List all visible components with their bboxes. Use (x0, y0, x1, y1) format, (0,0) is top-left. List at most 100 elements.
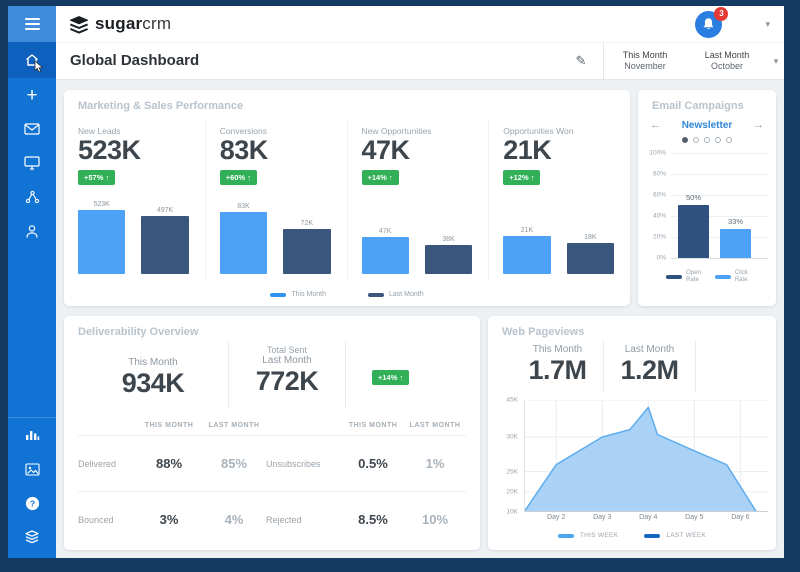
carousel-dot-5[interactable] (726, 137, 732, 143)
sidebar: + (8, 6, 56, 558)
kpi-bars: 21K 18K (503, 227, 614, 274)
sidebar-item-reports[interactable] (8, 418, 56, 452)
campaign-name[interactable]: Newsletter (681, 119, 733, 131)
legend-this-week-swatch (557, 533, 574, 538)
bar-open-rate (678, 205, 709, 258)
carousel-dot-2[interactable] (693, 137, 699, 143)
image-icon (24, 462, 40, 476)
profile-chevron-down-icon[interactable]: ▾ (765, 18, 770, 29)
y-tick: 80% (652, 170, 666, 178)
bar-value-label: 38K (442, 236, 455, 243)
legend-label: THIS WEEK (579, 532, 619, 539)
sidebar-item-sugar[interactable] (8, 520, 56, 554)
bar-this-month (78, 210, 126, 274)
deliverability-totals: This Month 934K Total Sent Last Month 77… (64, 342, 480, 408)
carousel-next-button[interactable]: → (753, 119, 764, 131)
web-panel-title: Web Pageviews (502, 326, 585, 338)
bar-value-label: 523K (93, 201, 110, 208)
y-tick: 0% (656, 254, 666, 262)
total-this-month-value: 934K (121, 368, 185, 398)
total-sent-label: Total Sent (266, 345, 308, 355)
sidebar-item-media[interactable] (8, 452, 56, 486)
kpi-delta-badge: +14% ↑ (361, 169, 399, 185)
carousel-dot-4[interactable] (715, 137, 721, 143)
dashboard-content: Marketing & Sales Performance New Leads … (56, 80, 784, 558)
carousel-dots (638, 137, 776, 143)
bar-value-label: 50% (685, 193, 701, 202)
kpi-value: 21K (503, 135, 552, 165)
notification-count-badge: 3 (714, 6, 729, 21)
web-chart-y-axis: 45K 30K 25K 20K 10K (506, 396, 518, 516)
monitor-icon (24, 156, 40, 170)
sidebar-item-automation[interactable] (8, 180, 56, 214)
sidebar-item-help[interactable]: ? (8, 486, 56, 520)
kpi-label: New Opportunities (361, 126, 432, 136)
kpi-conversions: Conversions 83K +60% ↑ 83K 72K (206, 120, 348, 280)
web-last-month-value: 1.2M (620, 355, 679, 385)
bar-value-label: 47K (378, 228, 392, 235)
network-icon (25, 190, 39, 204)
sidebar-item-contacts[interactable] (8, 214, 56, 248)
sidebar-spacer (8, 248, 56, 417)
marketing-legend: This Month Last Month (64, 291, 630, 298)
svg-text:?: ? (29, 498, 34, 508)
web-last-month-label: Last Month (624, 344, 675, 355)
y-tick: 20% (652, 233, 666, 241)
notifications-button[interactable]: 3 (695, 6, 729, 38)
legend-this-month-swatch (270, 292, 287, 297)
layers-icon (25, 530, 39, 544)
deliverability-panel-title: Deliverability Overview (78, 326, 199, 338)
plus-icon: + (26, 84, 38, 106)
y-tick: 40% (652, 212, 666, 220)
pencil-icon: ✎ (575, 53, 587, 68)
bar-value-label: 497K (156, 207, 174, 214)
web-this-month-label: This Month (532, 344, 583, 355)
carousel-dot-3[interactable] (704, 137, 710, 143)
legend-open-rate-swatch (666, 275, 683, 280)
col-header-last-month: LAST MONTH (409, 422, 461, 429)
page-title: Global Dashboard (70, 52, 200, 69)
period-selector[interactable]: This Month November Last Month October ▾ (603, 43, 784, 79)
edit-dashboard-button[interactable]: ✎ (559, 43, 603, 79)
main-area: sugarcrm 3 ▾ Global Dashboard ✎ (56, 6, 784, 558)
kpi-opportunities-won: Opportunities Won 21K +12% ↑ 21K 18K (489, 120, 630, 280)
email-campaigns-panel: Email Campaigns ← Newsletter → 1 (638, 90, 776, 306)
bar-last-month (283, 229, 331, 274)
kpi-bars: 83K 72K (219, 203, 331, 274)
kpi-label: Conversions (219, 126, 267, 136)
deliverability-panel: Deliverability Overview This Month 934K … (64, 316, 480, 550)
hamburger-menu-button[interactable] (8, 6, 56, 42)
y-tick: 60% (652, 191, 666, 199)
legend-label: Last Month (388, 291, 424, 298)
legend-click-rate-swatch (714, 275, 731, 280)
top-bar: sugarcrm 3 ▾ (56, 6, 784, 42)
col-header-last-month: LAST MONTH (208, 422, 260, 429)
sidebar-bottom-group: ? (8, 417, 56, 558)
table-row: Delivered 88% 85% Unsubscribes 0.5% 1% (78, 435, 466, 491)
col-header-this-month: THIS MONTH (144, 422, 194, 429)
period-last-month[interactable]: Last Month October (704, 49, 750, 71)
legend-label: This Month (291, 291, 326, 298)
kpi-value: 83K (219, 135, 269, 165)
period-chevron-down-icon: ▾ (773, 55, 779, 66)
sugarcrm-logo-icon (69, 15, 89, 34)
help-icon: ? (25, 496, 39, 510)
sidebar-item-campaigns[interactable] (8, 146, 56, 180)
bar-value-label: 21K (520, 227, 534, 234)
deliverability-table: THIS MONTH LAST MONTH THIS MONTH LAST MO… (78, 414, 466, 547)
avatar[interactable] (736, 12, 761, 37)
sugarcrm-logo[interactable]: sugarcrm (68, 14, 171, 34)
kpi-label: Opportunities Won (503, 126, 574, 136)
sidebar-item-email[interactable] (8, 112, 56, 146)
web-area-chart: 45K 30K 25K 20K 10K Day 2 Day 3 Day 4 Day 5 Day … (500, 396, 774, 539)
sidebar-item-home[interactable] (8, 42, 56, 78)
total-last-month-value: 772K (255, 366, 319, 396)
carousel-dot-1[interactable] (682, 137, 688, 143)
col-header-this-month: THIS MONTH (348, 422, 398, 429)
carousel-prev-button[interactable]: ← (650, 119, 661, 131)
sidebar-item-add[interactable]: + (8, 78, 56, 112)
mail-icon (24, 123, 40, 135)
legend-last-week-swatch (644, 533, 661, 538)
period-this-month[interactable]: This Month November (622, 49, 668, 71)
kpi-label: New Leads (78, 126, 121, 136)
